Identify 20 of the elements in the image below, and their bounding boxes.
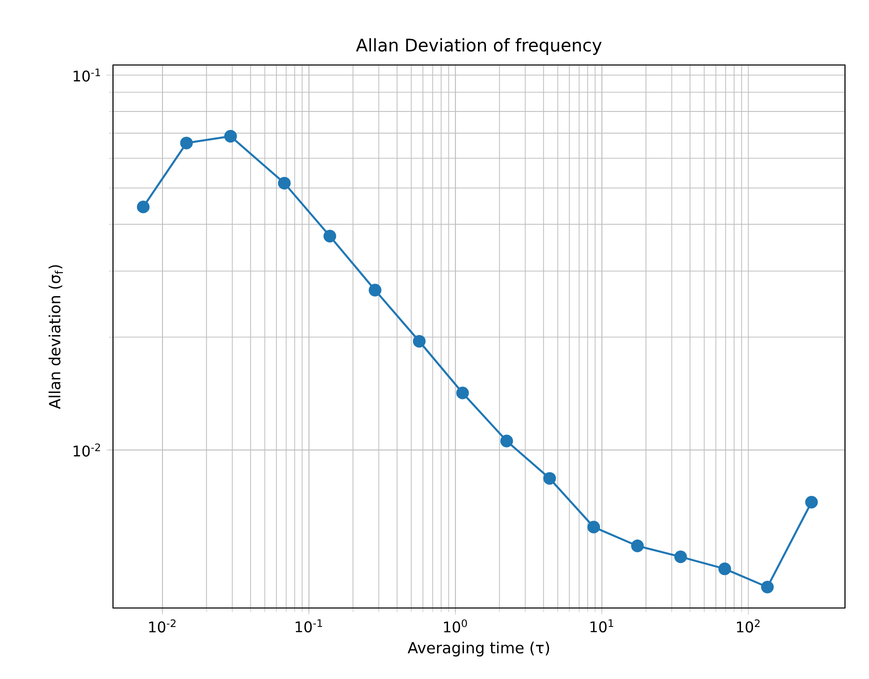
point [587,520,600,534]
point [412,334,426,348]
x-axis-title: Averaging time (τ) [408,642,550,656]
point [456,386,469,400]
point [500,434,513,448]
point [368,284,382,296]
x-tick-label: 10$^{-1}$ [296,619,322,632]
point [805,496,818,508]
point [761,580,774,594]
point [324,230,336,242]
x-tick-label: 10$^{1}$ [590,619,614,632]
x-tick-label: 10$^{-2}$ [149,619,176,632]
x-tick-label: 10$^{2}$ [737,619,760,632]
point [718,562,732,576]
y-axis-title: Allan deviation (σ$_{f}$) [48,265,63,410]
point [543,472,556,485]
chart-title: Allan Deviation of frequency [356,38,602,55]
point [631,540,644,552]
x-tick-label: 10$^{0}$ [444,619,467,632]
point [674,550,687,564]
